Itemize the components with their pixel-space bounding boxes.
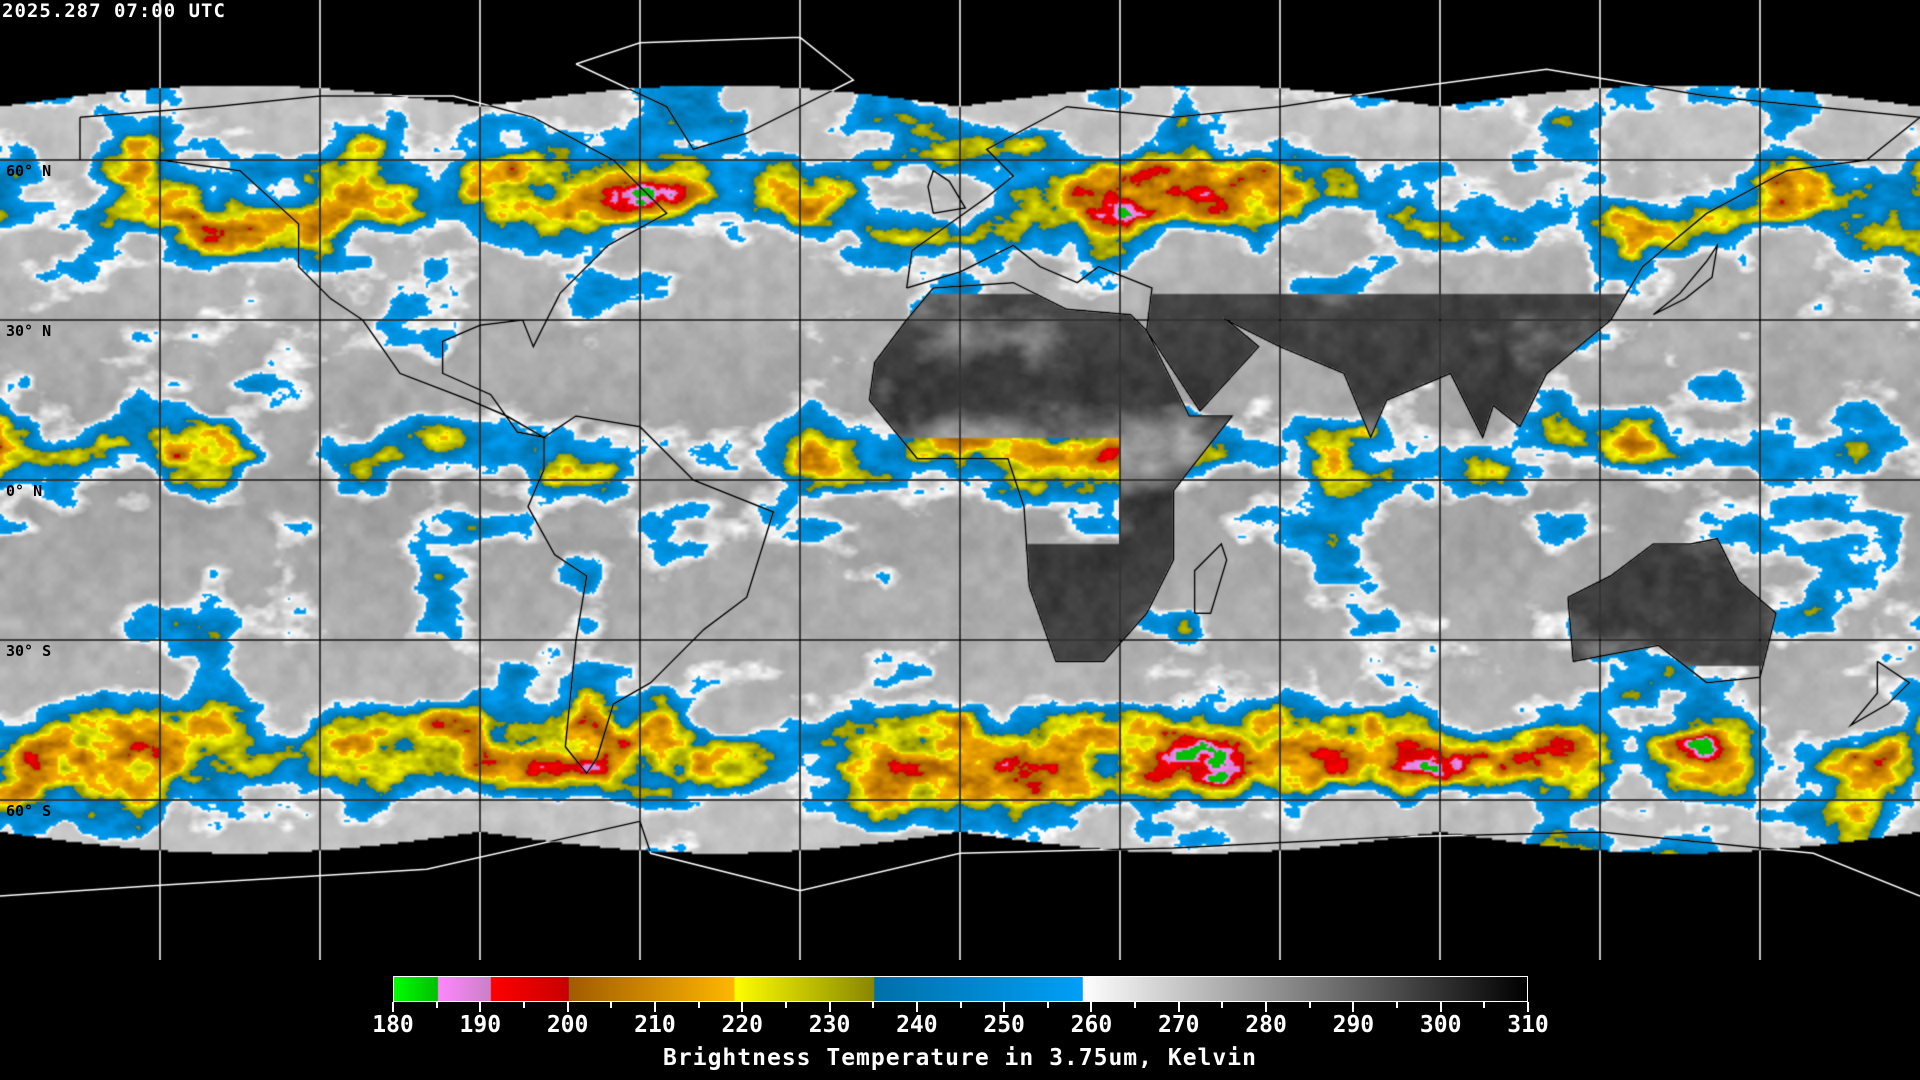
tick-mark [915,1002,918,1012]
tick-mark [522,1002,525,1008]
tick-mark [479,1002,482,1012]
tick-label: 260 [1070,1012,1113,1038]
tick-label: 190 [459,1012,502,1038]
tick-label: 270 [1157,1012,1200,1038]
tick-mark [435,1002,438,1008]
tick-label: 290 [1332,1012,1375,1038]
tick-mark [1396,1002,1399,1008]
tick-mark [392,1002,394,1012]
tick-mark [610,1002,613,1008]
tick-mark [1177,1002,1180,1012]
lat-label: 60° N [6,162,52,180]
tick-mark [697,1002,700,1008]
lat-label: 30° S [6,642,52,660]
tick-label: 220 [721,1012,763,1038]
tick-mark [1308,1002,1311,1008]
colorbar [393,976,1528,1002]
tick-label: 230 [808,1012,851,1038]
tick-mark [1352,1002,1355,1012]
tick-mark [1527,1002,1529,1012]
map-grid-and-coastlines [0,0,1920,960]
lat-label: 0° N [6,482,43,500]
tick-label: 250 [983,1012,1025,1038]
tick-mark [566,1002,569,1012]
lat-label: 60° S [6,802,52,820]
tick-mark [741,1002,744,1012]
tick-mark [1265,1002,1268,1012]
tick-mark [828,1002,831,1012]
tick-label: 180 [372,1012,414,1038]
tick-label: 210 [634,1012,676,1038]
tick-mark [959,1002,962,1008]
tick-label: 240 [896,1012,938,1038]
colorbar-title: Brightness Temperature in 3.75um, Kelvin [663,1045,1257,1071]
tick-mark [1046,1002,1049,1008]
tick-mark [653,1002,656,1012]
tick-mark [1134,1002,1137,1008]
tick-mark [1483,1002,1486,1008]
tick-label: 200 [546,1012,589,1038]
tick-mark [872,1002,875,1008]
tick-mark [784,1002,787,1008]
tick-mark [1221,1002,1224,1008]
tick-mark [1439,1002,1442,1012]
tick-mark [1090,1002,1093,1012]
tick-label: 310 [1507,1012,1549,1038]
lat-label: 30° N [6,322,52,340]
tick-label: 300 [1419,1012,1462,1038]
tick-label: 280 [1245,1012,1287,1038]
tick-mark [1003,1002,1006,1012]
timestamp: 2025.287 07:00 UTC [2,0,226,22]
